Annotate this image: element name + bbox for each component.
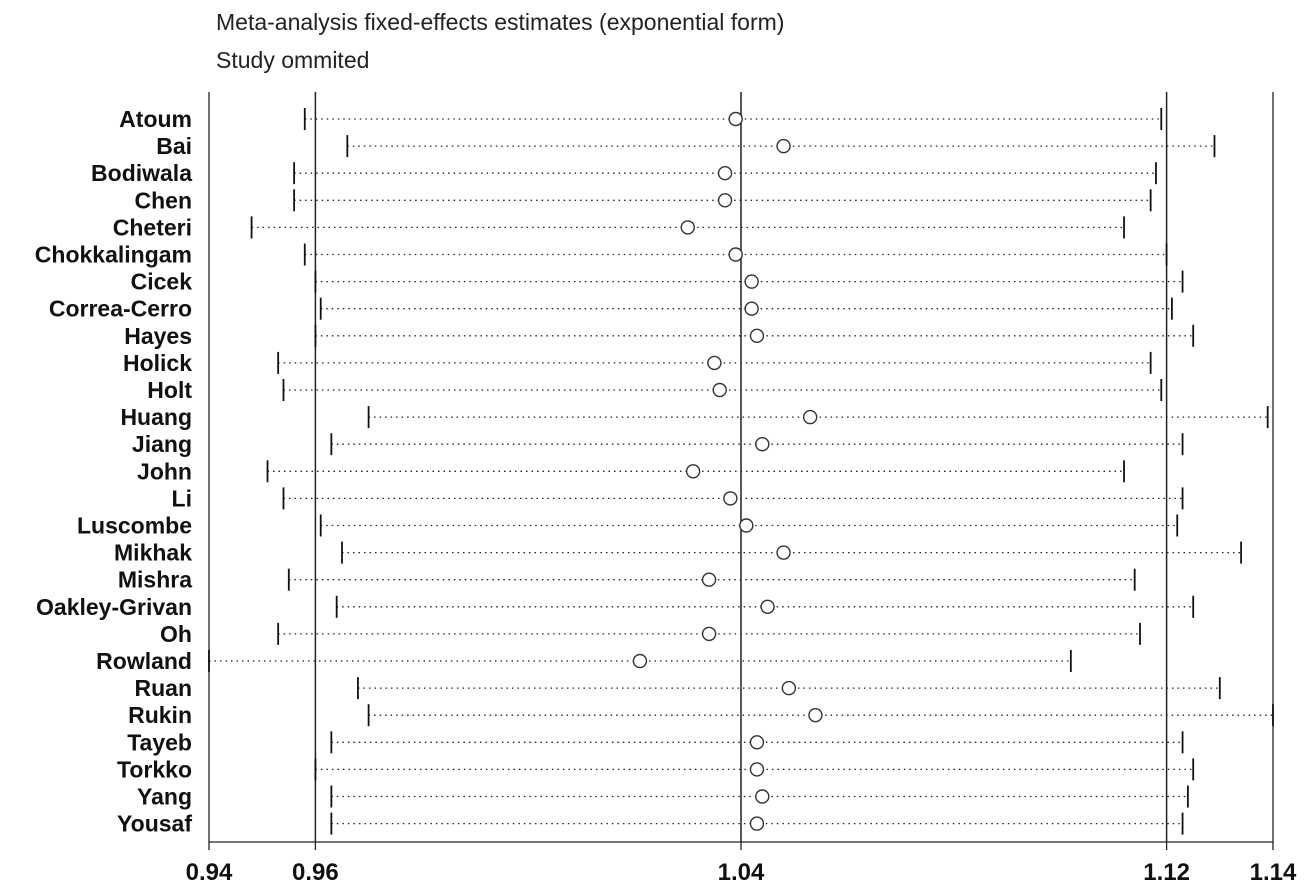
study-label: Hayes [124, 323, 192, 349]
study-label: Mishra [118, 567, 192, 593]
estimate-point [717, 193, 733, 208]
study-label: Oakley-Grivan [36, 594, 192, 620]
x-tick-label-3: 1.12 [1143, 859, 1190, 886]
estimate-point [749, 816, 765, 831]
study-label: Yousaf [117, 811, 192, 837]
study-label: Bai [156, 133, 192, 159]
estimate-point [680, 220, 695, 235]
study-label: Cheteri [113, 214, 192, 240]
study-label: Chen [135, 187, 193, 213]
estimate-point [760, 599, 775, 614]
estimate-point [701, 626, 717, 642]
study-label: Mikhak [114, 540, 192, 566]
x-tick-label-2: 1.04 [718, 859, 765, 886]
estimate-point [685, 464, 701, 479]
study-label: Oh [160, 621, 192, 647]
estimate-point [707, 355, 722, 371]
study-label: John [137, 458, 192, 484]
study-label: Yang [137, 784, 192, 810]
study-label: Atoum [119, 106, 192, 132]
study-label: Tayeb [127, 729, 192, 755]
study-label: Li [172, 485, 192, 511]
x-tick-label-1: 0.96 [292, 859, 339, 886]
estimate-point [717, 165, 733, 181]
estimate-point [808, 708, 823, 723]
estimate-point [728, 111, 743, 127]
estimate-point [749, 328, 765, 343]
estimate-point [781, 680, 797, 696]
estimate-point [749, 762, 765, 777]
estimate-point [755, 437, 770, 452]
estimate-point [723, 491, 738, 506]
study-label: Ruan [135, 675, 193, 701]
study-label: Bodiwala [91, 160, 192, 186]
estimate-point [744, 301, 759, 316]
estimate-point [802, 409, 818, 425]
study-label: Correa-Cerro [49, 296, 192, 322]
estimate-point [728, 247, 743, 262]
study-label: Jiang [132, 431, 192, 457]
estimate-point [776, 138, 791, 154]
estimate-point [632, 653, 648, 669]
study-label: Cicek [131, 269, 193, 295]
estimate-point [744, 274, 759, 289]
estimate-point [749, 735, 765, 750]
estimate-point [755, 789, 770, 804]
x-tick-label-0: 0.94 [186, 859, 233, 886]
study-label: Chokkalingam [35, 242, 192, 268]
plot-area: 0.94 0.96 1.04 1.12 1.14 AtoumBaiBodiwalaChen… [35, 92, 1297, 886]
chart-subtitle: Study ommited [216, 47, 369, 73]
study-label: Rowland [96, 648, 192, 674]
study-label: Torkko [117, 756, 192, 782]
estimate-point [712, 382, 727, 398]
study-label: Huang [120, 404, 192, 430]
estimate-point [739, 518, 754, 533]
study-label: Holt [147, 377, 192, 403]
chart-title: Meta-analysis fixed-effects estimates (e… [216, 9, 784, 35]
study-label: Rukin [128, 702, 192, 728]
x-tick-label-4: 1.14 [1250, 859, 1297, 886]
study-label: Holick [123, 350, 192, 376]
estimate-point [776, 545, 791, 560]
study-label: Luscombe [77, 513, 192, 539]
estimate-point [701, 572, 717, 587]
